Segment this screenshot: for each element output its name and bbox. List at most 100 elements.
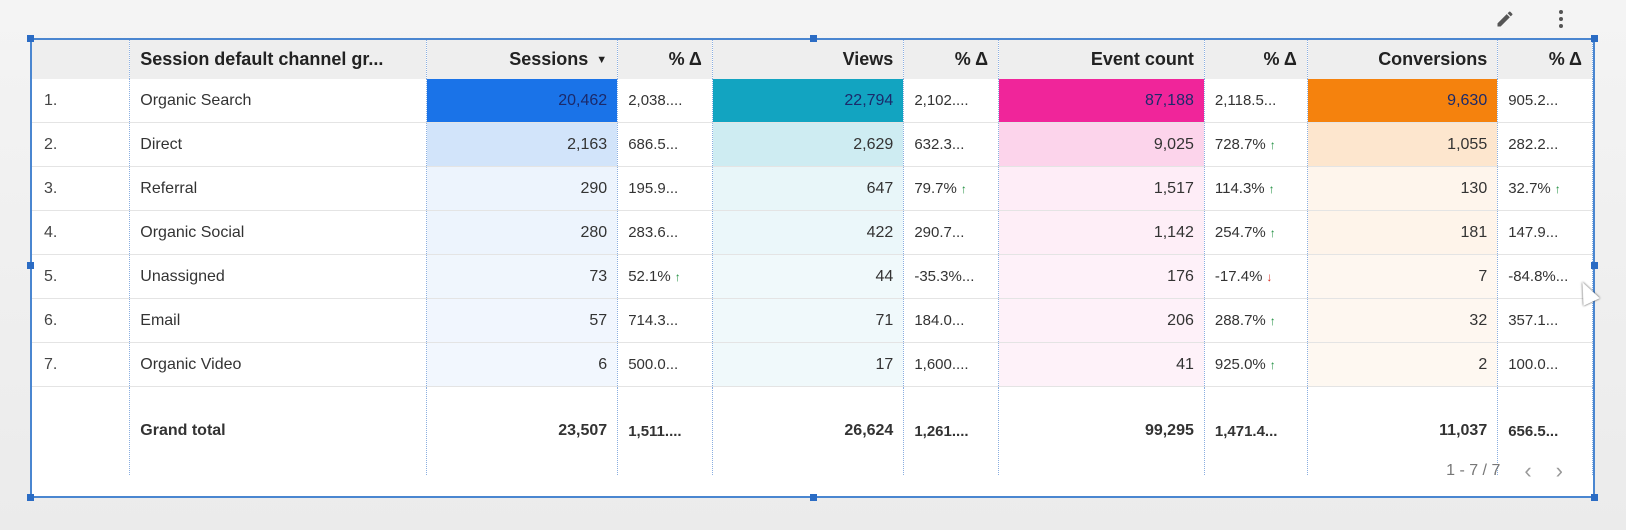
cell-conversions: 32	[1307, 298, 1499, 343]
cell-sessions-pct: 283.6...	[617, 210, 713, 255]
column-header-views-pct[interactable]: % Δ	[903, 40, 1000, 79]
pct-change-value: 195.9...	[628, 180, 679, 197]
row-index: 6.	[32, 298, 131, 343]
cell-conversions: 2	[1307, 342, 1499, 387]
cell-event-count-pct: 114.3% ↑	[1204, 166, 1308, 211]
pencil-icon[interactable]	[1490, 4, 1520, 34]
pct-change-value: 1,600....	[914, 356, 969, 373]
total-views: 26,624	[712, 386, 905, 475]
table-row[interactable]: 7. Organic Video 6 500.0... 17 1,600.... 41 925…	[32, 342, 1593, 387]
cell-sessions-pct: 500.0...	[617, 342, 713, 387]
cell-sessions: 73	[426, 254, 619, 299]
column-header-event-count-pct[interactable]: % Δ	[1204, 40, 1308, 79]
grand-total-index	[32, 386, 131, 475]
data-table: Session default channel gr... Sessions ▼ …	[32, 40, 1593, 475]
table-row[interactable]: 3. Referral 290 195.9... 647 79.7% ↑ 1,517 114.3…	[32, 166, 1593, 211]
cell-views-pct: 2,102....	[903, 79, 1000, 123]
pct-change-value: 925.0%	[1214, 356, 1266, 373]
cell-views-pct: 632.3...	[903, 122, 1000, 167]
chevron-left-icon[interactable]: ‹	[1524, 458, 1532, 483]
pct-change-value: 357.1...	[1508, 312, 1559, 329]
cell-conversions-pct: 357.1...	[1497, 298, 1593, 343]
cell-views: 17	[712, 342, 905, 387]
row-index: 2.	[32, 122, 131, 167]
cell-event-count: 1,142	[998, 210, 1205, 255]
pct-change-value: 290.7...	[914, 224, 965, 241]
cell-sessions: 57	[426, 298, 619, 343]
table-row[interactable]: 1. Organic Search 20,462 2,038.... 22,794 2,1…	[32, 79, 1593, 123]
trend-up-icon: ↑	[960, 182, 967, 196]
total-sessions: 23,507	[426, 386, 619, 475]
column-header-conversions-pct[interactable]: % Δ	[1497, 40, 1593, 79]
pct-change-value: 254.7%	[1214, 224, 1266, 241]
trend-up-icon: ↑	[1268, 182, 1275, 196]
pct-change-value: 2,102....	[914, 92, 969, 109]
pagination: 1 - 7 / 7 ‹ ›	[1446, 458, 1563, 484]
cell-sessions-pct: 686.5...	[617, 122, 713, 167]
table-row[interactable]: 4. Organic Social 280 283.6... 422 290.7... 1,…	[32, 210, 1593, 255]
column-header-sessions[interactable]: Sessions ▼	[426, 40, 619, 79]
cell-conversions-pct: 32.7% ↑	[1497, 166, 1593, 211]
trend-up-icon: ↑	[1269, 138, 1276, 152]
pagination-range: 1 - 7 / 7	[1446, 462, 1501, 479]
cell-event-count-pct: -17.4% ↓	[1204, 254, 1308, 299]
total-views-pct: 1,261....	[903, 386, 1000, 475]
cell-event-count-pct: 925.0% ↑	[1204, 342, 1308, 387]
total-event-count-pct: 1,471.4...	[1204, 386, 1308, 475]
channel-name: Unassigned	[129, 254, 427, 299]
cell-conversions: 130	[1307, 166, 1499, 211]
column-header-conversions[interactable]: Conversions	[1307, 40, 1499, 79]
table-row[interactable]: 5. Unassigned 73 52.1% ↑ 44 -35.3%... 176 -17.4%…	[32, 254, 1593, 299]
cell-sessions: 280	[426, 210, 619, 255]
pct-change-value: 905.2...	[1508, 92, 1559, 109]
pct-change-value: -35.3%...	[914, 268, 975, 285]
cell-views: 422	[712, 210, 905, 255]
cell-event-count: 41	[998, 342, 1205, 387]
pct-change-value: 500.0...	[628, 356, 679, 373]
pct-change-value: 282.2...	[1508, 136, 1559, 153]
table-row[interactable]: 2. Direct 2,163 686.5... 2,629 632.3... 9,025 7…	[32, 122, 1593, 167]
trend-up-icon: ↑	[1269, 226, 1276, 240]
column-header-event-count[interactable]: Event count	[998, 40, 1205, 79]
resize-handle-bottom[interactable]	[810, 494, 817, 501]
pct-change-value: 147.9...	[1508, 224, 1559, 241]
resize-handle-top-right[interactable]	[1591, 35, 1598, 42]
channel-name: Email	[129, 298, 427, 343]
cell-sessions-pct: 195.9...	[617, 166, 713, 211]
more-vert-icon[interactable]	[1546, 4, 1576, 34]
total-event-count: 99,295	[998, 386, 1205, 475]
pct-change-value: 79.7%	[914, 180, 957, 197]
trend-up-icon: ↑	[1554, 182, 1561, 196]
resize-handle-bottom-right[interactable]	[1591, 494, 1598, 501]
table-row[interactable]: 6. Email 57 714.3... 71 184.0... 206 288.7% ↑ 32 3…	[32, 298, 1593, 343]
cell-conversions-pct: 282.2...	[1497, 122, 1593, 167]
cell-conversions: 9,630	[1307, 79, 1499, 123]
cell-conversions: 1,055	[1307, 122, 1499, 167]
cell-event-count: 9,025	[998, 122, 1205, 167]
channel-name: Organic Search	[129, 79, 427, 123]
cell-sessions: 2,163	[426, 122, 619, 167]
resize-handle-bottom-left[interactable]	[27, 494, 34, 501]
cell-event-count: 1,517	[998, 166, 1205, 211]
resize-handle-left[interactable]	[27, 262, 34, 269]
trend-up-icon: ↑	[1269, 314, 1276, 328]
resize-handle-right[interactable]	[1591, 262, 1598, 269]
resize-handle-top-left[interactable]	[27, 35, 34, 42]
table-chart[interactable]: Session default channel gr... Sessions ▼ …	[27, 35, 1598, 501]
pct-change-value: -84.8%...	[1508, 268, 1569, 285]
column-header-channel[interactable]: Session default channel gr...	[129, 40, 427, 79]
cell-event-count: 206	[998, 298, 1205, 343]
cell-event-count-pct: 288.7% ↑	[1204, 298, 1308, 343]
resize-handle-top[interactable]	[810, 35, 817, 42]
pct-change-value: 52.1%	[628, 268, 671, 285]
pct-change-value: 184.0...	[914, 312, 965, 329]
channel-name: Referral	[129, 166, 427, 211]
pct-change-value: 114.3%	[1214, 180, 1265, 197]
row-index: 7.	[32, 342, 131, 387]
cell-views: 44	[712, 254, 905, 299]
cell-views-pct: 290.7...	[903, 210, 1000, 255]
channel-name: Organic Social	[129, 210, 427, 255]
column-header-sessions-pct[interactable]: % Δ	[617, 40, 713, 79]
column-header-views[interactable]: Views	[712, 40, 905, 79]
chevron-right-icon[interactable]: ›	[1555, 458, 1563, 483]
